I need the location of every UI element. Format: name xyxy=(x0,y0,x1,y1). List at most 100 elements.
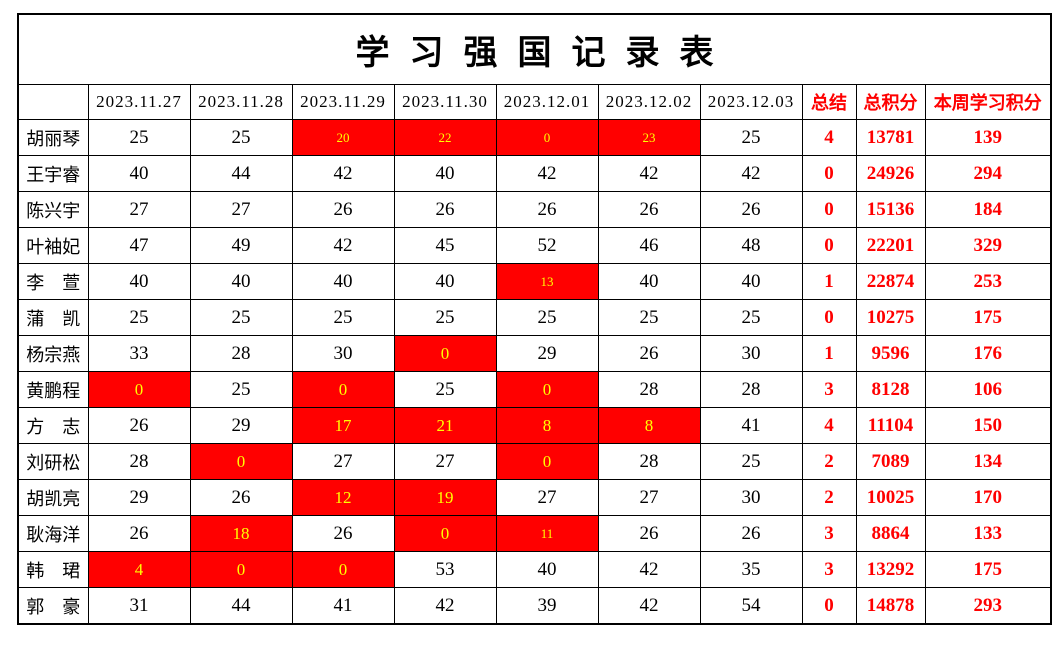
summary-cell: 4 xyxy=(801,119,857,156)
score-cell: 40 xyxy=(291,263,395,300)
score-cell-highlighted: 18 xyxy=(189,515,293,552)
score-cell-highlighted: 0 xyxy=(393,335,497,372)
score-cell: 25 xyxy=(699,119,803,156)
summary-cell: 0 xyxy=(801,299,857,336)
summary-cell: 1 xyxy=(801,263,857,300)
score-cell: 30 xyxy=(699,335,803,372)
score-cell: 26 xyxy=(597,335,701,372)
score-cell: 28 xyxy=(87,443,191,480)
score-cell-highlighted: 0 xyxy=(393,515,497,552)
total-points-cell: 15136 xyxy=(855,191,926,228)
student-name-cell: 杨宗燕 xyxy=(17,335,89,372)
score-cell: 42 xyxy=(597,155,701,192)
summary-cell: 1 xyxy=(801,335,857,372)
score-cell: 40 xyxy=(393,263,497,300)
score-cell: 45 xyxy=(393,227,497,264)
score-cell: 48 xyxy=(699,227,803,264)
score-cell: 26 xyxy=(87,407,191,444)
score-cell-highlighted: 11 xyxy=(495,515,599,552)
score-cell: 40 xyxy=(87,263,191,300)
total-points-cell: 24926 xyxy=(855,155,926,192)
score-cell: 30 xyxy=(291,335,395,372)
score-cell: 26 xyxy=(87,515,191,552)
score-cell: 42 xyxy=(597,551,701,588)
total-points-cell: 11104 xyxy=(855,407,926,444)
summary-cell: 0 xyxy=(801,227,857,264)
score-cell: 40 xyxy=(495,551,599,588)
summary-cell: 2 xyxy=(801,479,857,516)
student-name-cell: 蒲 凯 xyxy=(17,299,89,336)
score-cell: 27 xyxy=(597,479,701,516)
score-cell: 33 xyxy=(87,335,191,372)
score-cell: 40 xyxy=(699,263,803,300)
score-cell: 28 xyxy=(699,371,803,408)
score-cell: 25 xyxy=(189,299,293,336)
score-cell: 42 xyxy=(291,155,395,192)
table-row: 李 萱 40 40 40 40 13 40 40 1 22874 253 xyxy=(17,263,1052,300)
score-cell: 29 xyxy=(189,407,293,444)
column-header-total: 总积分 xyxy=(855,84,926,120)
score-cell-highlighted: 23 xyxy=(597,119,701,156)
summary-cell: 3 xyxy=(801,371,857,408)
title-row: 学习强国记录表 xyxy=(17,13,1052,85)
score-cell-highlighted: 0 xyxy=(495,371,599,408)
score-cell: 29 xyxy=(495,335,599,372)
study-record-table: 学习强国记录表 2023.11.27 2023.11.28 2023.11.29 20… xyxy=(17,13,1052,625)
column-header-date: 2023.11.27 xyxy=(87,84,191,120)
table-row: 杨宗燕 33 28 30 0 29 26 30 1 9596 176 xyxy=(17,335,1052,372)
score-cell: 35 xyxy=(699,551,803,588)
score-cell: 42 xyxy=(393,587,497,625)
table-row: 耿海洋 26 18 26 0 11 26 26 3 8864 133 xyxy=(17,515,1052,552)
week-points-cell: 134 xyxy=(924,443,1052,480)
score-cell: 26 xyxy=(291,191,395,228)
week-points-cell: 176 xyxy=(924,335,1052,372)
column-header-date: 2023.11.28 xyxy=(189,84,293,120)
column-header-date: 2023.12.03 xyxy=(699,84,803,120)
week-points-cell: 175 xyxy=(924,299,1052,336)
column-header-date: 2023.11.29 xyxy=(291,84,395,120)
score-cell: 28 xyxy=(597,371,701,408)
score-cell: 49 xyxy=(189,227,293,264)
summary-cell: 2 xyxy=(801,443,857,480)
score-cell: 27 xyxy=(291,443,395,480)
column-header-date: 2023.12.01 xyxy=(495,84,599,120)
score-cell: 25 xyxy=(87,299,191,336)
score-cell-highlighted: 0 xyxy=(495,443,599,480)
table-row: 韩 珺 4 0 0 53 40 42 35 3 13292 175 xyxy=(17,551,1052,588)
week-points-cell: 293 xyxy=(924,587,1052,625)
table-row: 刘研松 28 0 27 27 0 28 25 2 7089 134 xyxy=(17,443,1052,480)
table-row: 方 志 26 29 17 21 8 8 41 4 11104 150 xyxy=(17,407,1052,444)
table-row: 叶袖妃 47 49 42 45 52 46 48 0 22201 329 xyxy=(17,227,1052,264)
score-cell: 42 xyxy=(291,227,395,264)
score-cell: 25 xyxy=(393,371,497,408)
score-cell-highlighted: 0 xyxy=(291,371,395,408)
corner-cell xyxy=(17,84,89,120)
total-points-cell: 10275 xyxy=(855,299,926,336)
student-name-cell: 胡凯亮 xyxy=(17,479,89,516)
score-cell-highlighted: 20 xyxy=(291,119,395,156)
score-cell-highlighted: 17 xyxy=(291,407,395,444)
score-cell: 30 xyxy=(699,479,803,516)
score-cell: 28 xyxy=(189,335,293,372)
score-cell: 40 xyxy=(189,263,293,300)
total-points-cell: 10025 xyxy=(855,479,926,516)
summary-cell: 0 xyxy=(801,191,857,228)
score-cell-highlighted: 0 xyxy=(189,443,293,480)
score-cell: 39 xyxy=(495,587,599,625)
score-cell: 25 xyxy=(495,299,599,336)
score-cell-highlighted: 0 xyxy=(189,551,293,588)
score-cell: 26 xyxy=(597,515,701,552)
score-cell: 46 xyxy=(597,227,701,264)
table-row: 胡丽琴 25 25 20 22 0 23 25 4 13781 139 xyxy=(17,119,1052,156)
week-points-cell: 329 xyxy=(924,227,1052,264)
score-cell: 27 xyxy=(87,191,191,228)
total-points-cell: 7089 xyxy=(855,443,926,480)
column-header-row: 2023.11.27 2023.11.28 2023.11.29 2023.11.30… xyxy=(17,84,1052,120)
score-cell: 27 xyxy=(189,191,293,228)
score-cell: 42 xyxy=(495,155,599,192)
column-header-week: 本周学习积分 xyxy=(924,84,1052,120)
week-points-cell: 133 xyxy=(924,515,1052,552)
score-cell: 53 xyxy=(393,551,497,588)
table-row: 胡凯亮 29 26 12 19 27 27 30 2 10025 170 xyxy=(17,479,1052,516)
column-header-summary: 总结 xyxy=(801,84,857,120)
